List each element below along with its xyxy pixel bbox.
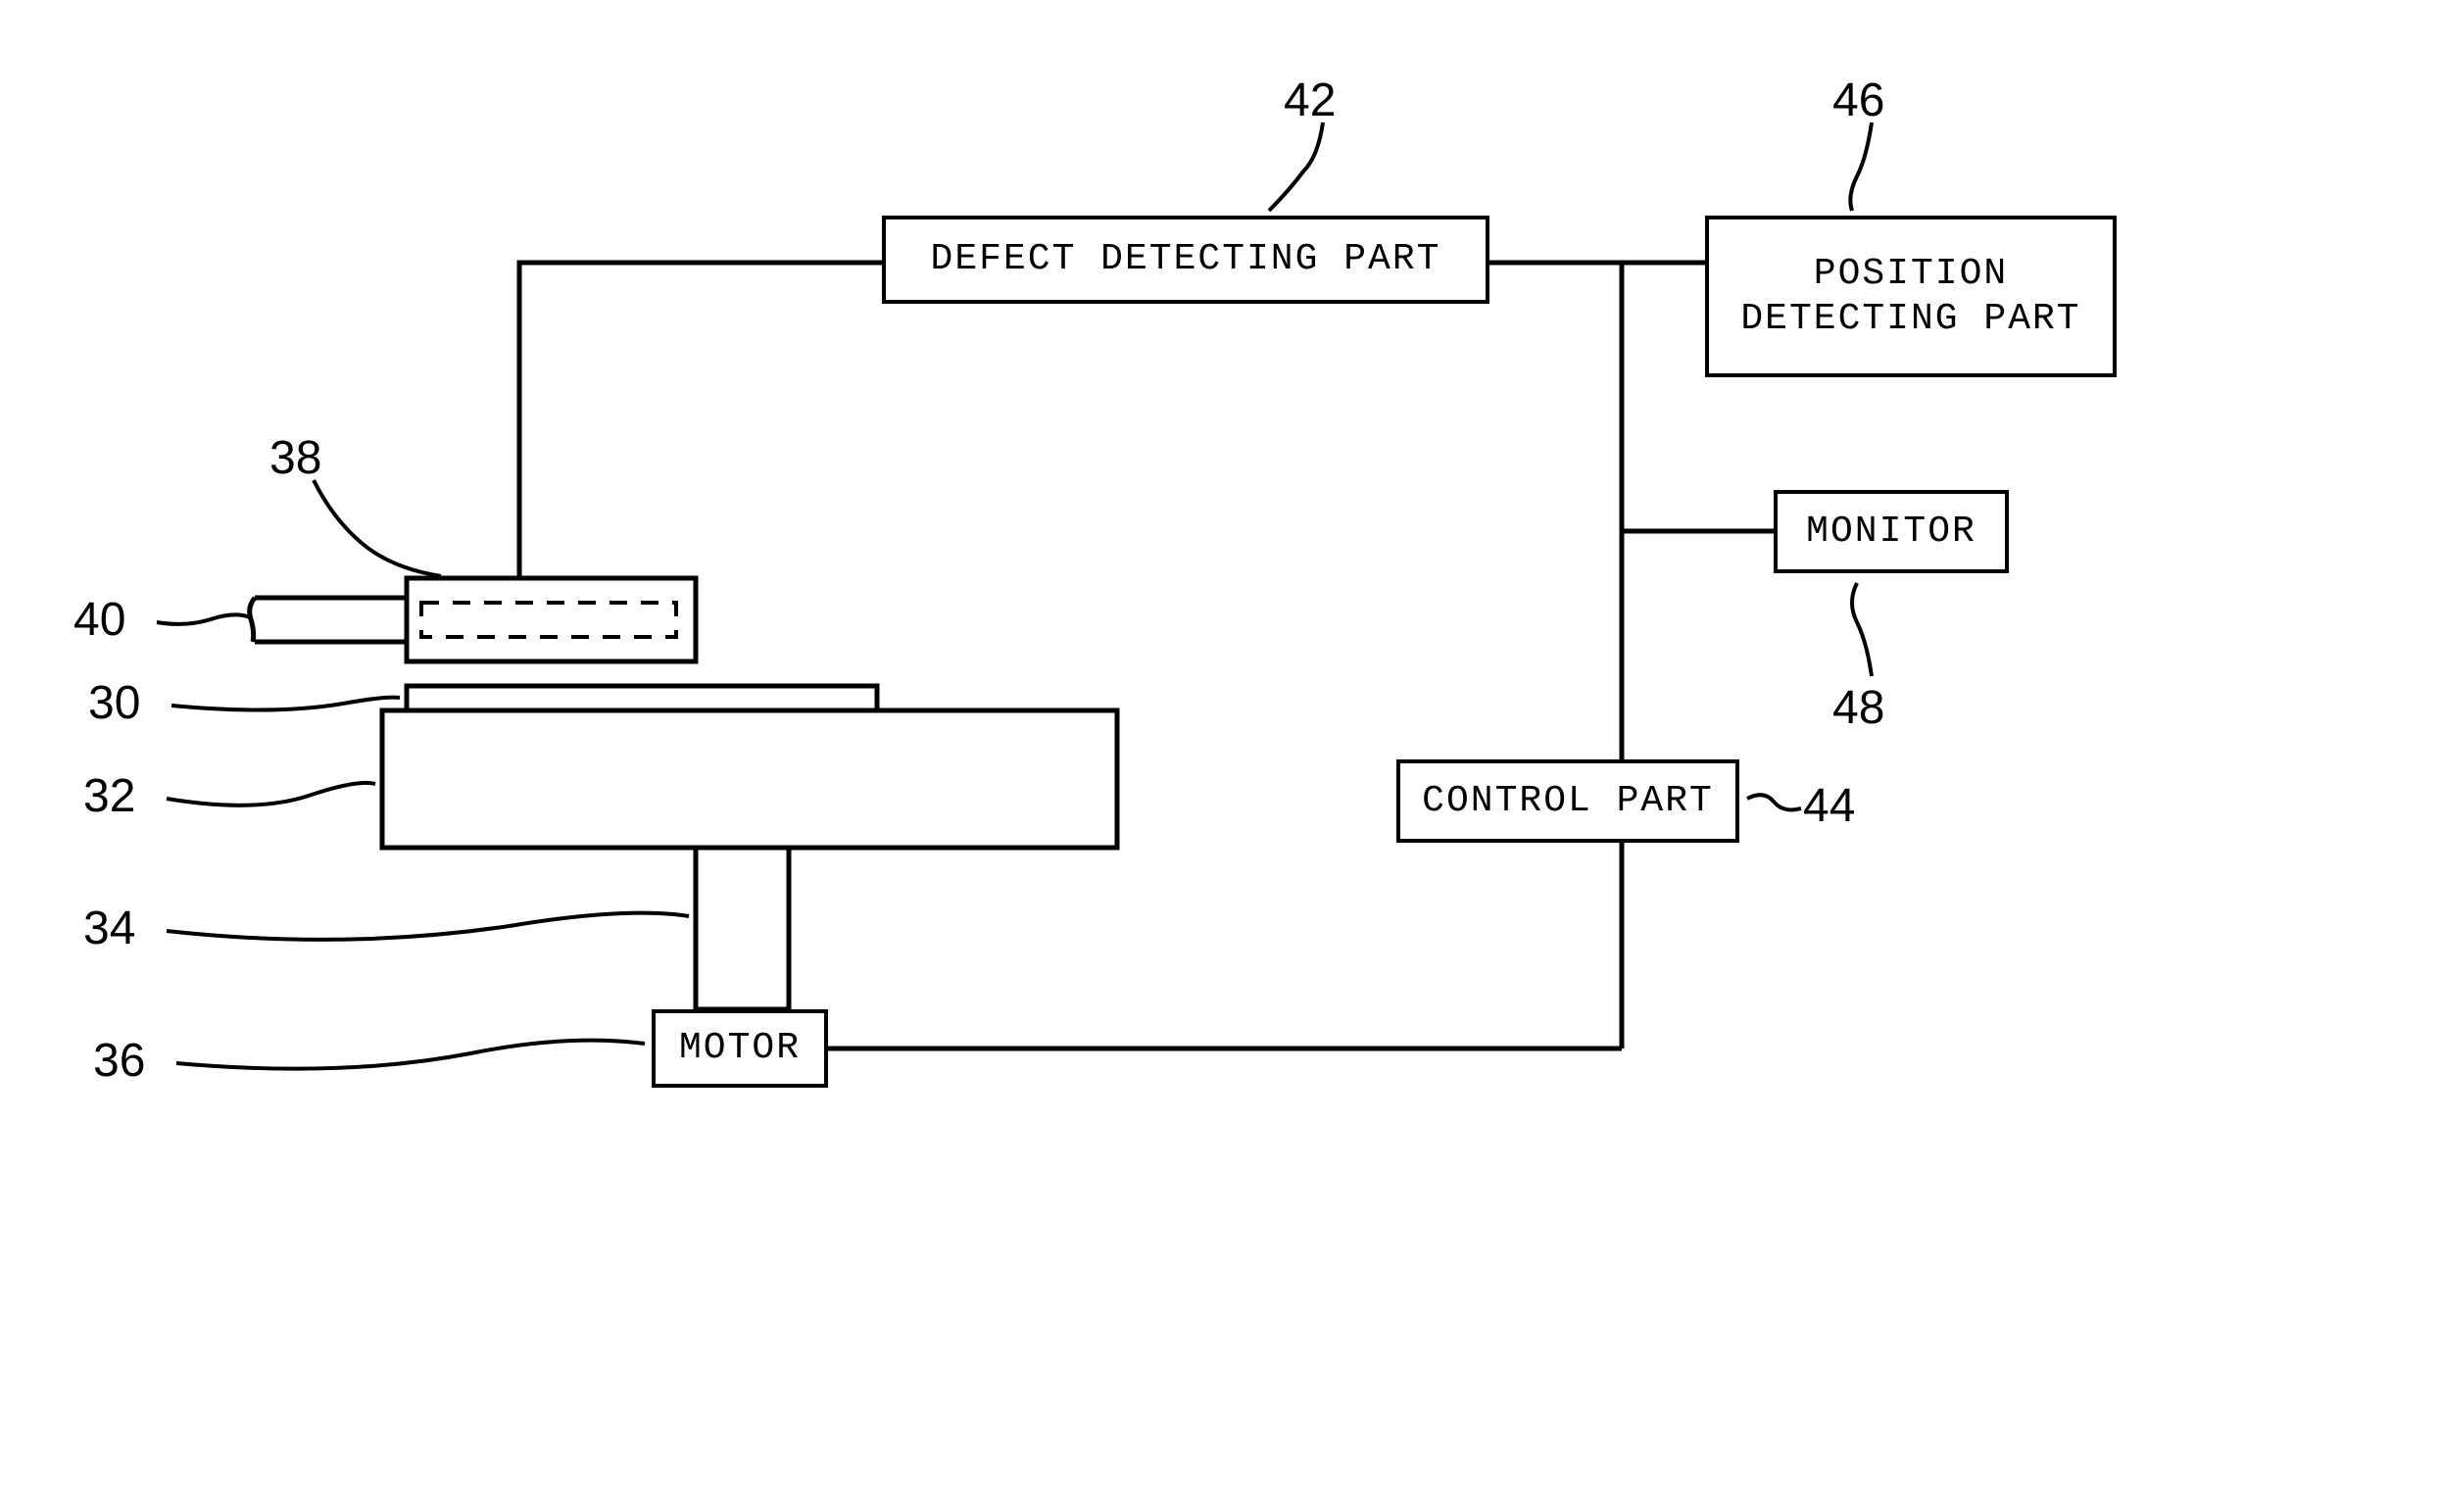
lead-40 [157,614,250,623]
ref-44: 44 [1803,779,1855,833]
defect-detecting-box: DEFECT DETECTING PART [882,216,1489,304]
lead-42 [1269,122,1323,211]
ref-38: 38 [269,431,321,485]
lead-46 [1850,122,1872,211]
monitor-box: MONITOR [1774,490,2009,573]
ref-30: 30 [88,676,140,730]
position-detecting-label: POSITION DETECTING PART [1740,252,2080,341]
ref-42: 42 [1284,73,1336,127]
defect-detecting-label: DEFECT DETECTING PART [931,237,1441,282]
motor-label: MOTOR [679,1026,801,1071]
control-part-box: CONTROL PART [1396,759,1739,843]
lead-34 [167,913,689,940]
ref-48: 48 [1832,681,1884,735]
position-detecting-box: POSITION DETECTING PART [1705,216,2117,377]
lead-38 [314,480,441,576]
ref-32: 32 [83,769,135,823]
shaft-shape [696,848,789,1009]
probe-lines [255,598,407,642]
control-part-label: CONTROL PART [1422,779,1714,824]
monitor-label: MONITOR [1806,510,1976,555]
lead-32 [167,783,375,805]
motor-box: MOTOR [652,1009,828,1088]
lead-30 [171,698,400,710]
lead-36 [176,1041,645,1069]
ref-40: 40 [73,593,125,647]
probe-end [250,598,255,642]
block-diagram: DEFECT DETECTING PART POSITION DETECTING… [0,0,2439,1512]
lead-48 [1852,583,1872,676]
ref-36: 36 [93,1034,145,1088]
ref-46: 46 [1832,73,1884,127]
ref-34: 34 [83,902,135,955]
lead-44 [1747,795,1801,809]
sensor-head-box [407,578,696,661]
stage-shape [382,710,1117,848]
edge-sensor-defect [519,263,882,578]
wafer-shape [407,686,877,710]
